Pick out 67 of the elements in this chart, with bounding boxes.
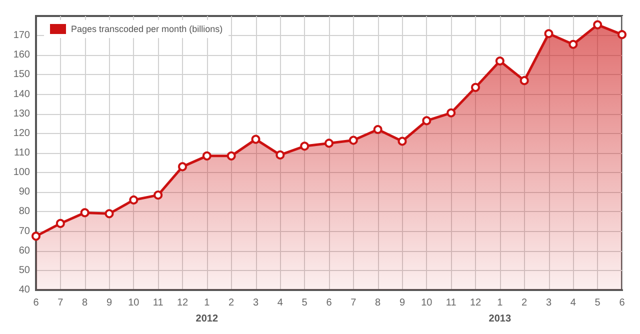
point [446,108,456,118]
x-tick-label: 10 [128,298,140,308]
x-tick-label: 4 [277,298,284,308]
x-tick-label: 6 [33,298,40,308]
x-tick-label: 6 [326,298,332,308]
x-tick-label: 8 [82,298,88,308]
point [495,56,504,66]
point [276,150,285,160]
x-tick-label: 8 [375,298,382,308]
x-tick-label: 5 [302,298,308,308]
y-tick-label: 80 [18,206,30,218]
y-tick-label: 90 [18,186,30,198]
x-tick-label: 3 [252,298,259,308]
x-tick-label: 2 [522,298,528,308]
x-tick-label: 11 [152,298,164,308]
x-tick-label: 7 [350,298,357,308]
point [324,138,334,148]
x-tick-label: 2 [228,298,235,308]
x-tick-label: 6 [619,298,626,308]
point [593,20,602,30]
y-tick-label: 70 [18,226,30,237]
point [129,195,138,204]
point [300,142,310,151]
y-tick-label: 60 [18,245,30,256]
point [568,40,578,49]
x-tick-label: 1 [204,298,210,308]
point [154,190,163,200]
point [80,208,90,218]
point [398,136,407,146]
y-tick-label: 150 [13,69,30,80]
point [104,209,114,218]
x-tick-label: 1 [497,298,504,308]
x-tick-label: 4 [570,298,576,308]
x-tick-label: 7 [58,298,64,308]
x-tick-label: 5 [594,298,601,308]
y-tick-label: 100 [13,167,30,178]
y-tick-label: 40 [18,284,30,296]
point [178,162,187,172]
point [32,232,40,241]
point [348,136,358,145]
y-tick-label: 50 [18,264,30,276]
x2-tick-label: 2013 [488,314,512,324]
point [422,116,432,126]
point [56,218,65,228]
point [471,82,480,92]
y-tick-label: 120 [13,128,30,139]
x2-tick-label: 2012 [196,314,218,324]
point [202,151,212,160]
y-tick-label: 140 [13,88,30,100]
y-tick-label: 170 [13,30,30,42]
point [373,125,382,134]
y-tick-label: 160 [13,50,30,61]
point [544,29,554,38]
point [251,134,260,144]
x-tick-label: 12 [470,298,482,308]
x-tick-label: 9 [399,298,406,308]
x-tick-label: 9 [106,298,112,308]
x-tick-label: 3 [546,298,552,308]
point [618,30,626,40]
x-tick-label: 11 [446,298,457,308]
legend-label: Pages transcoded per month (billions) [71,24,223,34]
y-tick-label: 110 [14,148,30,158]
x-tick-label: 12 [176,298,188,308]
point [226,151,236,160]
point [520,76,529,86]
y-tick-label: 130 [13,108,30,120]
x-tick-label: 10 [421,298,433,308]
